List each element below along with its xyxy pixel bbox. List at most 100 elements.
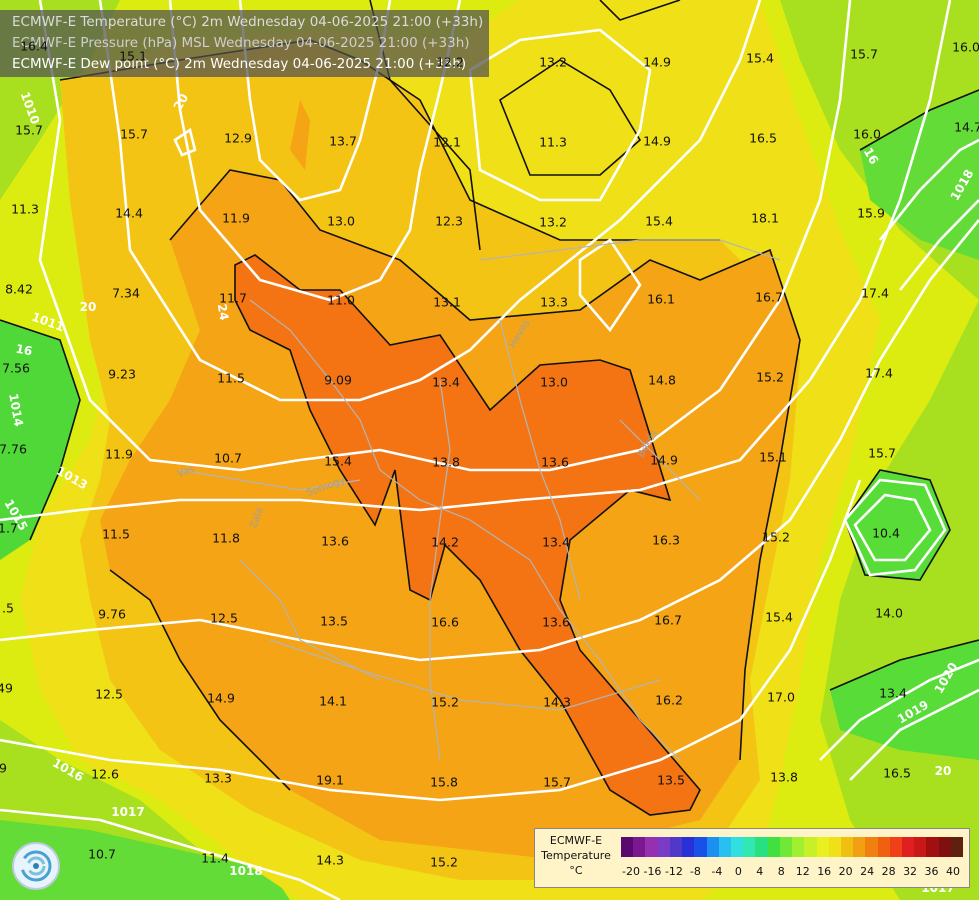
temperature-value: 15.8	[430, 774, 458, 790]
isobar-label: 20	[934, 764, 952, 778]
legend-swatch	[682, 837, 695, 857]
temperature-value: 15.9	[857, 205, 885, 221]
temperature-value: 13.6	[542, 614, 570, 630]
temperature-value: 15.1	[759, 449, 787, 465]
legend-swatch	[706, 837, 719, 857]
cool-west	[0, 320, 80, 560]
legend-swatch	[767, 837, 780, 857]
temperature-value: 9	[0, 760, 7, 776]
swirl-logo-icon	[12, 842, 60, 890]
temperature-value: 16.0	[952, 39, 979, 55]
cool-south-west	[0, 820, 290, 900]
legend-tick-label: 36	[924, 865, 939, 878]
temperature-value: 11.9	[222, 210, 250, 226]
temperature-value: 15.4	[746, 50, 774, 66]
temperature-value: 16.1	[647, 291, 675, 307]
legend-tick-label: -20	[622, 865, 640, 878]
legend-tick-label: 12	[795, 865, 810, 878]
legend-swatch	[743, 837, 756, 857]
temperature-value: 13.0	[327, 213, 355, 229]
cool-south-east	[830, 640, 979, 760]
legend-swatch	[914, 837, 927, 857]
legend-tick-label: 24	[860, 865, 875, 878]
temperature-value: 16.5	[883, 765, 911, 781]
temperature-value: 14.9	[650, 452, 678, 468]
temperature-value: 10.4	[872, 525, 900, 541]
temperature-value: 15.4	[645, 213, 673, 229]
isobar-label: 24	[214, 302, 232, 322]
temperature-value: 12.1	[433, 134, 461, 150]
temperature-value: 12.5	[210, 610, 238, 626]
temperature-value: 16.4	[20, 38, 48, 54]
legend-swatch	[755, 837, 768, 857]
legend-tick-label: 0	[734, 865, 742, 878]
temperature-value: 16.0	[853, 126, 881, 142]
legend-swatch	[840, 837, 854, 857]
isobar-label: 16	[14, 341, 34, 359]
temperature-value: 15.2	[430, 854, 458, 870]
temperature-value: 10.7	[214, 450, 242, 466]
temperature-value: 16.5	[749, 130, 777, 146]
temperature-value: 17.4	[861, 285, 889, 301]
temperature-value: 15.7	[15, 122, 43, 138]
legend-tick-label: 16	[817, 865, 832, 878]
temperature-value: 13.5	[657, 772, 685, 788]
temperature-value: .5	[2, 600, 14, 616]
legend-tick-label: 8	[777, 865, 785, 878]
header-panel: ECMWF-E Temperature (°C) 2m Wednesday 04…	[0, 10, 490, 77]
dark-orange-core	[235, 255, 700, 815]
temperature-value: 14.8	[648, 372, 676, 388]
legend-swatch	[779, 837, 793, 857]
legend-swatch	[657, 837, 670, 857]
header-line-pressure: ECMWF-E Pressure (hPa) MSL Wednesday 04-…	[12, 35, 470, 51]
legend-swatch	[730, 837, 744, 857]
temperature-value: 49	[0, 680, 13, 696]
temperature-value: 15.7	[868, 445, 896, 461]
temperature-value: 16.3	[652, 532, 680, 548]
legend-swatch	[877, 837, 890, 857]
legend-swatch	[902, 837, 915, 857]
temperature-value: 16.7	[755, 289, 783, 305]
temperature-value: 13.8	[770, 769, 798, 785]
temperature-value: 13.7	[329, 133, 357, 149]
temperature-value: 13.4	[542, 534, 570, 550]
temperature-value: 14.2	[431, 534, 459, 550]
temperature-value: 13.3	[204, 770, 232, 786]
isobar-label: 1018	[229, 864, 263, 878]
temperature-value: 15.1	[119, 48, 147, 64]
temperature-value: 16.6	[431, 614, 459, 630]
legend-swatch	[718, 837, 731, 857]
legend-swatch	[633, 837, 646, 857]
header-line-temperature: ECMWF-E Temperature (°C) 2m Wednesday 04…	[12, 14, 484, 30]
legend-tick-label: -16	[643, 865, 662, 878]
temperature-value: 13.1	[433, 294, 461, 310]
temperature-value: 9.76	[98, 606, 126, 622]
legend-title: ECMWF-E Temperature °C	[537, 833, 615, 878]
temperature-value: 19.1	[316, 772, 344, 788]
temperature-value: 13.5	[320, 613, 348, 629]
temperature-value: 14.4	[115, 205, 143, 221]
temperature-value: 11.7	[219, 290, 247, 306]
temperature-value: 16.2	[655, 692, 683, 708]
legend-color-bar	[621, 837, 964, 857]
temperature-value: 12.2	[436, 54, 464, 70]
legend-swatch	[853, 837, 866, 857]
temperature-value: 11.0	[327, 292, 355, 308]
legend-tick-label: -4	[711, 865, 723, 878]
temperature-value: 9.09	[324, 372, 352, 388]
temperature-value: 14.3	[316, 852, 344, 868]
legend-unit: °C	[569, 864, 583, 877]
temperature-value: 12.3	[435, 213, 463, 229]
temperature-value: 14.7	[954, 119, 979, 135]
temperature-value: 13.0	[540, 374, 568, 390]
temperature-value: 1.7	[0, 520, 18, 536]
temperature-value: 18.1	[751, 210, 779, 226]
temperature-value: 11.5	[217, 370, 245, 386]
isobar-label: 1017	[111, 805, 145, 819]
temperature-value: 14.9	[643, 133, 671, 149]
header-line-dewpoint: ECMWF-E Dew point (°C) 2m Wednesday 04-0…	[12, 56, 467, 72]
temperature-value: 11.4	[201, 850, 229, 866]
legend-tick-label: -8	[689, 865, 701, 878]
temperature-value: 13.6	[321, 533, 349, 549]
legend-tick-label: -12	[664, 865, 683, 878]
